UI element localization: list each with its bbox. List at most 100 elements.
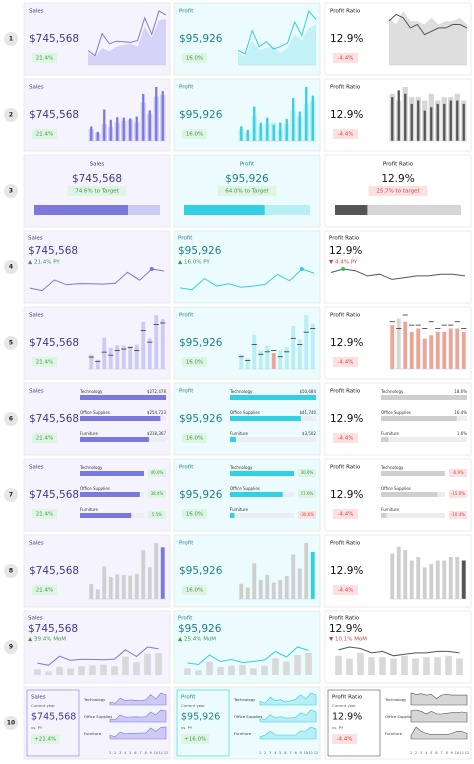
badge-text: -4.4% (338, 512, 354, 518)
row-number-badge (4, 412, 18, 426)
badge (333, 129, 358, 139)
category-label: Furniture (84, 731, 102, 736)
bar (449, 100, 452, 141)
category-label: Technology (380, 389, 404, 394)
kpi-value: $745,568 (72, 173, 122, 185)
bar (154, 315, 159, 369)
bar (102, 337, 107, 369)
bar (443, 103, 446, 141)
bar (297, 568, 302, 599)
category-bar (381, 492, 438, 497)
prior-bar (78, 666, 85, 675)
badge-text: -4.4% (338, 436, 354, 442)
category-label: Office Supplies (234, 714, 262, 719)
badge-text: 16.0% (186, 132, 203, 138)
category-label: Furniture (80, 507, 98, 512)
bar (147, 338, 152, 369)
kpi-value: $745,568 (29, 413, 79, 425)
badge (67, 186, 127, 196)
bar (391, 97, 394, 141)
bar (134, 573, 139, 599)
badge-text: -4.4% (338, 360, 354, 366)
badge-text: +16.0% (184, 737, 206, 743)
compare-label: vs. PY (332, 725, 344, 730)
kpi-card (23, 686, 171, 760)
change-badge (298, 490, 316, 498)
trend-area (109, 726, 167, 740)
category-bar (381, 416, 457, 421)
kpi-value: 12.9% (329, 623, 362, 635)
change-text: ▲ 39.4% MoM (28, 637, 66, 643)
month-label: 7 (289, 751, 291, 755)
change-badge (449, 469, 467, 477)
change-text: -30.6% (300, 512, 314, 517)
badge (333, 433, 358, 443)
row-number-badge (4, 564, 18, 578)
change-text: 17.6% (301, 491, 314, 496)
badge (182, 585, 207, 595)
kpi-value: $95,926 (181, 712, 220, 723)
month-label: 11 (159, 751, 163, 755)
month-label: 2 (415, 751, 417, 755)
bar (128, 575, 133, 599)
row-number-badge (4, 488, 18, 502)
card-title: Sales (31, 695, 46, 701)
bar (116, 117, 119, 141)
prior-bar (357, 653, 364, 675)
card-title: Profit (179, 541, 194, 547)
trend-area (259, 726, 317, 740)
bar (265, 345, 270, 369)
badge-text: 16.0% (186, 56, 203, 62)
bar (142, 93, 145, 141)
row-number-badge (4, 184, 18, 198)
month-label: 3 (269, 751, 271, 755)
category-label: Furniture (230, 431, 248, 436)
change-text: ▲ 25.4% MoM (178, 637, 216, 643)
value-line (338, 646, 460, 657)
prior-bar (122, 656, 129, 675)
kpi-value: $745,568 (29, 33, 79, 45)
month-label: 5 (279, 751, 281, 755)
kpi-value: $745,568 (29, 337, 79, 349)
prior-bar (368, 657, 375, 675)
month-label: 8 (295, 751, 297, 755)
prior-bar (89, 665, 96, 675)
category-bar (80, 416, 161, 421)
bar (258, 579, 263, 599)
bar-track (381, 437, 467, 442)
month-label: 12 (314, 751, 318, 755)
month-label: 2 (264, 751, 266, 755)
category-label: Furniture (234, 731, 252, 736)
prior-bar (445, 655, 452, 675)
badge (333, 585, 358, 595)
badge (368, 186, 428, 196)
category-bar (381, 513, 387, 518)
bar (252, 334, 257, 369)
kpi-value: 12.9% (330, 109, 363, 121)
bar (284, 576, 289, 599)
caption: Current year (181, 703, 205, 708)
kpi-card (324, 230, 472, 304)
bar (115, 574, 120, 599)
prior-bar (144, 653, 151, 675)
category-amount: $272,478 (147, 389, 167, 394)
badge (333, 53, 358, 63)
card-title: Profit (178, 616, 193, 622)
badge-text: 21.4% (36, 588, 53, 594)
badge (32, 357, 57, 367)
category-label: Furniture (381, 431, 399, 436)
bar (95, 589, 100, 599)
bar (102, 566, 107, 599)
month-label: 8 (145, 751, 147, 755)
prior-bar (390, 658, 397, 675)
bar (461, 331, 466, 369)
card-title: Sales (29, 389, 44, 395)
badge (182, 433, 207, 443)
category-bar (230, 513, 235, 518)
card-title: Sales (28, 236, 43, 242)
value-line (330, 268, 466, 280)
change-badge (449, 511, 467, 519)
badge-text: 25.7% to target (376, 189, 420, 195)
badge-text: 16.0% (186, 512, 203, 518)
month-label: 11 (460, 751, 464, 755)
